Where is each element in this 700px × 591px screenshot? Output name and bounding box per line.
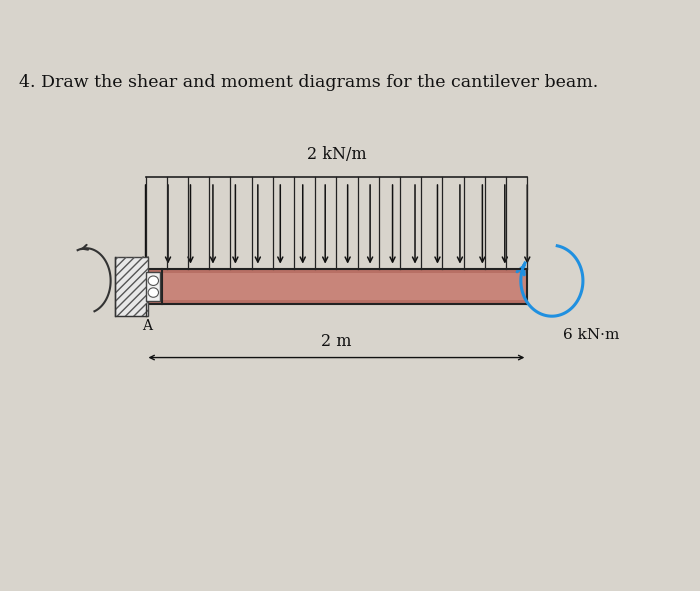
Bar [116,257,148,316]
Text: 4. Draw the shear and moment diagrams for the cantilever beam.: 4. Draw the shear and moment diagrams fo… [20,74,598,91]
Bar [116,257,148,316]
Text: 6 kN·m: 6 kN·m [563,328,620,342]
Text: A: A [142,319,153,333]
Text: 2 kN/m: 2 kN/m [307,145,366,163]
Circle shape [148,276,158,285]
Bar [146,272,160,301]
Bar [146,269,527,304]
Text: 2 m: 2 m [321,333,351,350]
Bar [146,269,527,273]
Bar [146,300,527,304]
Circle shape [148,288,158,297]
